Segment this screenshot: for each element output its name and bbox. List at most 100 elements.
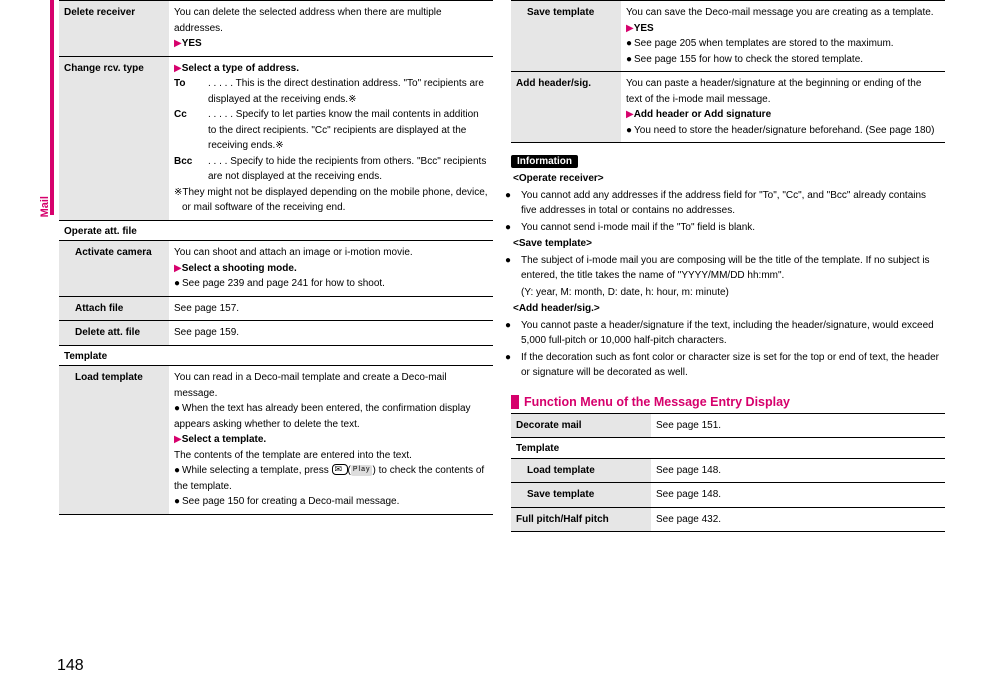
text: You can delete the selected address when… (174, 7, 442, 34)
body-activate-camera: You can shoot and attach an image or i-m… (169, 241, 493, 297)
info-h2-text: <Save template> (513, 238, 592, 249)
left-column: Delete receiver You can delete the selec… (55, 0, 497, 532)
section-title-text: Function Menu of the Message Entry Displ… (524, 395, 790, 409)
action-yes: YES (182, 38, 202, 49)
info-p1-text: You cannot add any addresses if the addr… (521, 190, 926, 217)
info-h1-text: <Operate receiver> (513, 173, 604, 184)
header-template-text: Template (59, 345, 493, 366)
mail-key-icon (332, 464, 348, 475)
triangle-icon: ▶ (626, 109, 634, 120)
row-save-template2: Save template See page 148. (511, 483, 945, 508)
bullet-icon: ● (513, 350, 521, 366)
body-save-template2: See page 148. (651, 483, 945, 508)
header-operate-att-text: Operate att. file (59, 220, 493, 241)
bullet-icon: ● (174, 401, 182, 417)
label-save-template2: Save template (511, 483, 651, 508)
row-load-template: Load template You can read in a Deco-mai… (59, 366, 493, 515)
body-decorate-mail: See page 151. (651, 413, 945, 438)
triangle-icon: ▶ (174, 263, 182, 274)
bullet-icon: ● (513, 220, 521, 236)
body-change-rcv: ▶Select a type of address. To . . . . . … (169, 56, 493, 220)
table-function-menu: Decorate mail See page 151. Template Loa… (511, 413, 945, 533)
information-label: Information (511, 155, 578, 168)
row-delete-att-file: Delete att. file See page 159. (59, 321, 493, 346)
content-columns: Delete receiver You can delete the selec… (55, 0, 949, 532)
action: YES (634, 23, 654, 34)
see: See page 239 and page 241 for how to sho… (182, 278, 385, 289)
action: Select a shooting mode. (182, 263, 297, 274)
body-save-template: You can save the Deco-mail message you a… (621, 1, 945, 72)
b1: See page 205 when templates are stored t… (634, 38, 894, 49)
l3: The contents of the template are entered… (174, 450, 412, 461)
row-activate-camera: Activate camera You can shoot and attach… (59, 241, 493, 297)
table-template-header: Save template You can save the Deco-mail… (511, 0, 945, 143)
body-load-template: You can read in a Deco-mail template and… (169, 366, 493, 515)
label-attach-file: Attach file (59, 296, 169, 321)
label-add-header-sig: Add header/sig. (511, 72, 621, 143)
play-softkey-icon: Play (351, 465, 373, 476)
label-delete-receiver: Delete receiver (59, 1, 169, 57)
section-title: Function Menu of the Message Entry Displ… (511, 395, 945, 409)
bullet-icon: ● (174, 463, 182, 479)
info-p3: ●The subject of i-mode mail you are comp… (513, 253, 943, 284)
row-change-rcv-type: Change rcv. type ▶Select a type of addre… (59, 56, 493, 220)
action: Add header or Add signature (634, 109, 771, 120)
row-full-half-pitch: Full pitch/Half pitch See page 432. (511, 507, 945, 532)
bcc-body: . . . . Specify to hide the recipients f… (208, 154, 488, 185)
b1: You need to store the header/signature b… (634, 125, 934, 136)
info-p1: ●You cannot add any addresses if the add… (513, 188, 943, 219)
l5: See page 150 for creating a Deco-mail me… (182, 496, 399, 507)
label-save-template: Save template (511, 1, 621, 72)
text: You can shoot and attach an image or i-m… (174, 247, 413, 258)
to-label: To (174, 76, 208, 107)
triangle-icon: ▶ (174, 63, 182, 74)
bullet-icon: ● (513, 253, 521, 269)
header-template: Template (59, 345, 493, 366)
body-load-template2: See page 148. (651, 458, 945, 483)
info-h3-text: <Add header/sig.> (513, 303, 600, 314)
text: You can paste a header/signature at the … (626, 78, 921, 105)
bullet-icon: ● (174, 276, 182, 292)
page-number: 148 (57, 657, 84, 675)
l2: When the text has already been entered, … (174, 403, 471, 430)
row-decorate-mail: Decorate mail See page 151. (511, 413, 945, 438)
label-load-template: Load template (59, 366, 169, 515)
bullet-icon: ● (513, 318, 521, 334)
cc-body: . . . . . Specify to let parties know th… (208, 107, 488, 154)
information-body: <Operate receiver> ●You cannot add any a… (511, 168, 945, 381)
label-decorate-mail: Decorate mail (511, 413, 651, 438)
info-p4-text: You cannot paste a header/signature if t… (521, 320, 934, 347)
info-h2: <Save template> (513, 236, 943, 252)
body-attach-file: See page 157. (169, 296, 493, 321)
l1: You can read in a Deco-mail template and… (174, 372, 447, 399)
table-receiver: Delete receiver You can delete the selec… (59, 0, 493, 515)
label-delete-att-file: Delete att. file (59, 321, 169, 346)
bullet-icon: ● (626, 36, 634, 52)
side-accent-bar (50, 0, 54, 215)
row-attach-file: Attach file See page 157. (59, 296, 493, 321)
select-type: Select a type of address. (182, 63, 299, 74)
section-bar-icon (511, 395, 519, 409)
to-line: To . . . . . This is the direct destinat… (174, 76, 488, 107)
label-change-rcv: Change rcv. type (59, 56, 169, 220)
info-p5: ●If the decoration such as font color or… (513, 350, 943, 381)
header-template2: Template (511, 438, 945, 459)
info-p2: ●You cannot send i-mode mail if the "To"… (513, 220, 943, 236)
info-h1: <Operate receiver> (513, 171, 943, 187)
row-delete-receiver: Delete receiver You can delete the selec… (59, 1, 493, 57)
info-p2-text: You cannot send i-mode mail if the "To" … (521, 222, 755, 233)
header-template2-text: Template (511, 438, 945, 459)
body-delete-receiver: You can delete the selected address when… (169, 1, 493, 57)
triangle-icon: ▶ (626, 23, 634, 34)
to-body: . . . . . This is the direct destination… (208, 76, 488, 107)
bullet-icon: ● (626, 123, 634, 139)
body-delete-att-file: See page 159. (169, 321, 493, 346)
info-p3-text: The subject of i-mode mail you are compo… (521, 255, 930, 282)
b2: See page 155 for how to check the stored… (634, 54, 863, 65)
body-full-half-pitch: See page 432. (651, 507, 945, 532)
row-save-template: Save template You can save the Deco-mail… (511, 1, 945, 72)
label-load-template2: Load template (511, 458, 651, 483)
bcc-label: Bcc (174, 154, 208, 185)
l4a: While selecting a template, press (182, 465, 332, 476)
label-activate-camera: Activate camera (59, 241, 169, 297)
